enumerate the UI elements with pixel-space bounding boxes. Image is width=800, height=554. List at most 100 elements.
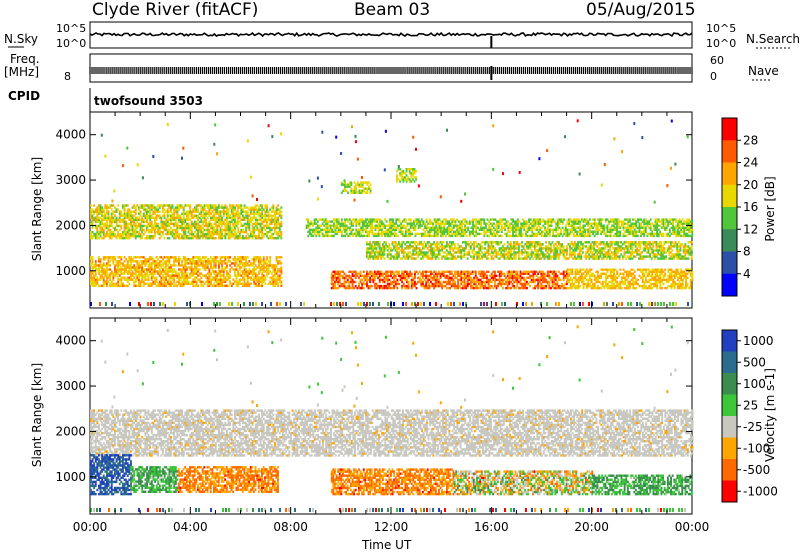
range-gate-cell [139,214,142,217]
range-gate-cell [379,232,382,236]
range-gate-cell [278,270,281,273]
range-gate-cell [431,253,434,256]
range-gate-cell [102,264,105,267]
range-gate-cell [538,255,541,258]
range-gate-cell [114,258,116,261]
range-gate-cell [442,245,445,248]
range-gate-cell [102,210,105,213]
range-gate-cell [93,204,96,207]
scatter-band-4 [365,241,693,260]
range-gate-cell [190,216,193,219]
range-gate-cell [448,230,450,233]
range-gate-cell [112,216,115,219]
range-gate-cell [197,226,200,230]
range-gate-cell [552,232,554,236]
range-gate-cell [559,245,562,248]
range-gate-cell [202,264,204,267]
range-gate-cell [662,222,665,225]
range-gate-cell [324,232,327,236]
range-gate-cell [157,208,160,211]
range-gate-cell [643,226,646,229]
range-gate-cell [540,226,543,229]
range-gate-cell [392,226,394,229]
range-gate-cell [577,241,579,244]
range-gate-cell [483,232,486,236]
range-gate-cell [531,228,534,231]
range-gate-cell [459,232,462,236]
range-gate-cell [216,272,219,275]
range-gate-cell [206,228,209,232]
range-gate-cell [242,224,244,228]
range-gate-cell [109,235,112,238]
range-gate-cell [315,218,318,221]
range-gate-cell [405,247,408,250]
range-gate-cell [316,230,319,233]
range-gate-cell [478,222,481,225]
range-gate-cell [444,245,447,248]
range-gate-cell [261,208,264,211]
range-gate-cell [256,220,259,224]
range-gate-cell [245,214,248,217]
range-gate-cell [360,220,362,223]
range-gate-cell [224,260,227,263]
range-gate-cell [101,264,104,267]
range-gate-cell [184,204,187,207]
range-gate-cell [270,264,273,267]
range-gate-cell [138,278,140,281]
range-gate-cell [539,226,542,229]
range-gate-cell [226,270,228,273]
range-gate-cell [254,260,257,263]
range-gate-cell [98,230,100,234]
range-gate-cell [277,230,280,234]
range-gate-cell [178,226,180,230]
range-gate-cell [577,222,580,225]
range-gate-cell [340,220,343,223]
range-gate-cell [142,228,145,232]
range-gate-cell [202,266,204,269]
range-gate-cell [585,241,587,244]
range-gate-cell [408,230,410,233]
range-gate-cell [456,218,458,221]
range-gate-cell [688,228,690,231]
range-gate-cell [638,228,641,231]
range-gate-cell [533,241,536,244]
range-gate-cell [149,256,152,259]
range-gate-cell [535,249,538,252]
range-gate-cell [154,264,156,267]
range-gate-cell [106,220,108,224]
range-gate-cell [227,232,230,236]
range-gate-cell [536,218,538,221]
range-gate-cell [154,280,156,283]
range-gate-cell [114,210,116,213]
range-gate-cell [259,262,262,265]
range-gate-cell [511,245,514,248]
range-gate-cell [258,280,260,283]
range-gate-cell [230,218,233,221]
range-gate-cell [110,208,113,211]
range-gate-cell [187,212,190,215]
range-gate-cell [259,228,262,232]
range-gate-cell [154,266,156,269]
range-gate-cell [122,218,124,221]
range-gate-cell [651,222,654,225]
range-gate-cell [234,220,236,224]
range-gate-cell [628,226,631,229]
range-gate-cell [198,237,201,240]
range-gate-cell [200,282,203,285]
range-gate-cell [130,266,132,269]
range-gate-cell [364,224,367,227]
range-gate-cell [98,266,100,269]
range-gate-cell [144,276,147,279]
range-gate-cell [430,228,433,231]
range-gate-cell [491,224,494,227]
range-gate-cell [565,251,568,254]
range-gate-cell [558,234,561,238]
range-gate-cell [272,204,275,207]
range-gate-cell [133,228,136,232]
range-gate-cell [165,228,168,232]
range-gate-cell [262,262,265,265]
range-gate-cell [181,235,184,238]
range-gate-cell [588,245,591,248]
range-gate-cell [516,220,519,223]
range-gate-cell [433,243,435,246]
